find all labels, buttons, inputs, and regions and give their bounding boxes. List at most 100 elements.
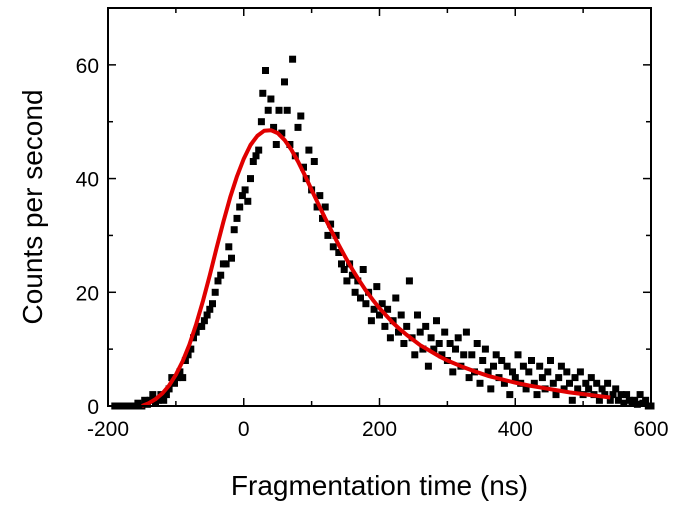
data-point	[452, 345, 459, 353]
data-point	[233, 214, 241, 222]
data-point	[173, 374, 181, 382]
data-point	[351, 288, 359, 296]
data-point	[614, 396, 622, 404]
data-point	[338, 260, 345, 268]
data-point	[574, 385, 582, 393]
data-point	[187, 345, 195, 353]
data-point	[244, 197, 252, 205]
data-point	[595, 396, 603, 404]
data-point	[289, 55, 297, 63]
data-point	[241, 186, 249, 194]
data-point	[386, 334, 394, 342]
data-point	[598, 385, 606, 393]
data-point	[171, 379, 178, 387]
data-point	[601, 391, 609, 399]
data-point	[403, 322, 411, 330]
data-point	[236, 203, 244, 211]
data-point	[414, 311, 421, 319]
data-point	[612, 385, 620, 393]
data-point	[536, 362, 544, 370]
data-point	[636, 391, 644, 399]
x-tick-label: 600	[633, 418, 668, 441]
data-point	[530, 379, 538, 387]
data-point	[149, 391, 157, 399]
data-point	[585, 385, 593, 393]
data-point	[606, 396, 614, 404]
data-point	[359, 266, 367, 273]
data-point	[184, 351, 192, 359]
data-point	[460, 351, 468, 359]
data-point	[181, 357, 189, 364]
scatter-series	[111, 55, 655, 410]
data-point	[484, 368, 492, 376]
data-point	[332, 231, 340, 239]
data-point	[633, 400, 641, 408]
data-point	[490, 362, 497, 370]
y-tick-label: 40	[76, 169, 99, 192]
data-point	[283, 106, 291, 114]
data-point	[405, 277, 413, 285]
data-point	[376, 311, 383, 319]
data-point	[397, 311, 405, 319]
data-point	[278, 129, 286, 137]
data-point	[362, 300, 370, 308]
data-point	[281, 78, 288, 86]
data-point	[319, 214, 326, 222]
data-point	[378, 300, 386, 308]
data-point	[519, 362, 527, 370]
data-point	[343, 277, 351, 285]
data-point	[206, 305, 214, 313]
data-point	[211, 288, 219, 296]
data-point	[481, 345, 489, 353]
data-point	[487, 385, 495, 393]
data-point	[392, 294, 400, 302]
data-point	[259, 89, 267, 97]
data-point	[310, 158, 318, 165]
data-point	[335, 249, 343, 256]
data-point	[217, 271, 225, 279]
data-point	[357, 294, 364, 302]
data-point	[324, 231, 332, 239]
data-point	[395, 328, 402, 336]
data-point	[419, 345, 427, 353]
data-point	[209, 300, 216, 308]
data-point	[179, 374, 187, 382]
data-point	[500, 379, 508, 387]
data-point	[154, 396, 162, 404]
data-point	[522, 385, 530, 393]
data-point	[267, 95, 275, 103]
data-point	[160, 396, 168, 404]
data-point	[454, 334, 462, 342]
data-point	[176, 368, 184, 376]
data-point	[225, 243, 233, 251]
data-point	[141, 396, 149, 404]
data-point	[249, 158, 257, 165]
data-point	[433, 317, 440, 325]
data-point	[473, 340, 481, 347]
data-point	[533, 391, 541, 399]
data-point	[430, 345, 438, 353]
data-point	[525, 368, 533, 376]
data-point	[582, 379, 590, 387]
data-point	[547, 357, 554, 364]
data-point	[571, 374, 579, 382]
x-tick-label: 0	[238, 418, 250, 441]
data-point	[563, 368, 571, 376]
x-tick-label: 400	[498, 418, 533, 441]
data-point	[313, 203, 321, 211]
data-point	[252, 152, 260, 160]
data-point	[384, 305, 392, 313]
data-point	[566, 379, 573, 387]
data-point	[476, 379, 484, 387]
data-point	[557, 362, 565, 370]
data-point	[200, 317, 208, 325]
data-point	[329, 243, 337, 251]
data-point	[411, 351, 419, 359]
data-point	[247, 175, 254, 183]
data-point	[462, 328, 470, 336]
data-point	[609, 391, 617, 399]
data-point	[416, 328, 424, 336]
fit-curve	[141, 128, 611, 408]
